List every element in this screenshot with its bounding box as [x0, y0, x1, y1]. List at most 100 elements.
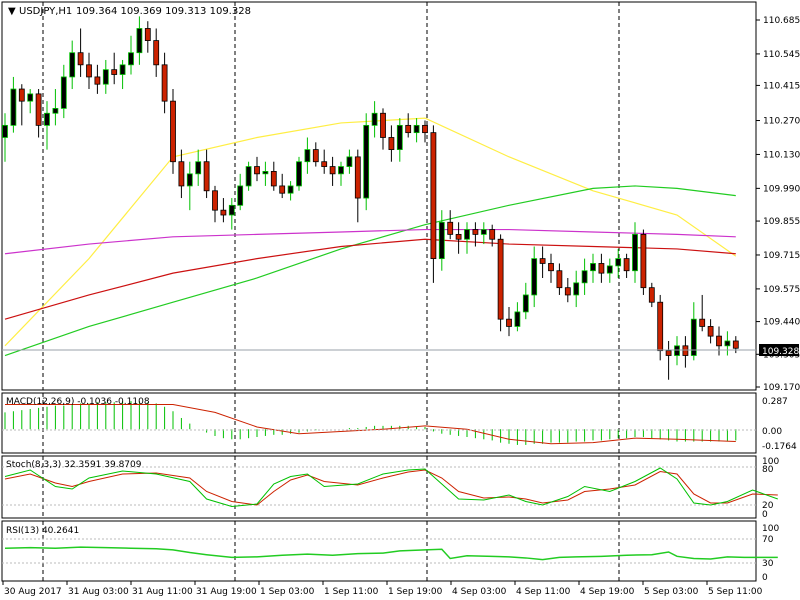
bull-candle [119, 64, 126, 75]
candlesticks [2, 16, 739, 380]
rsi-tick-0: 0 [762, 573, 768, 583]
bear-candle [648, 287, 655, 303]
bull-candle [27, 93, 34, 102]
bear-candle [111, 69, 118, 75]
price-tick-label: 109.990 [763, 184, 800, 194]
macd-tick-zero: 0.00 [762, 427, 782, 437]
rsi-panel-frame [1, 520, 757, 582]
bull-candle [69, 52, 76, 78]
session-separators [42, 2, 620, 581]
bull-candle [296, 161, 302, 187]
bull-candle [237, 185, 244, 206]
bear-candle [321, 161, 328, 167]
bear-candle [564, 287, 571, 296]
bear-candle [388, 137, 395, 151]
stoch-label: Stoch(8,3,3) 32.3591 39.8709 [6, 460, 142, 470]
bear-candle [699, 318, 706, 327]
price-tick-label: 110.270 [763, 117, 800, 127]
stoch-tick-100: 100 [762, 457, 779, 467]
rsi-tick-70: 70 [762, 535, 774, 545]
bear-candle [170, 100, 176, 163]
bear-candle [556, 270, 563, 289]
bull-candle [606, 265, 613, 274]
bull-candle [44, 112, 50, 126]
bear-candle [270, 171, 277, 187]
bear-candle [312, 149, 319, 163]
moving-average-line [4, 117, 737, 347]
time-tick-label: 5 Sep 03:00 [644, 587, 699, 597]
bear-candle [161, 64, 168, 102]
bull-candle [371, 112, 378, 126]
bull-candle [690, 318, 697, 356]
bear-candle [254, 166, 260, 175]
time-tick-label: 1 Sep 03:00 [260, 587, 315, 597]
time-tick-label: 5 Sep 11:00 [708, 587, 763, 597]
bull-candle [60, 76, 67, 109]
bull-candle [724, 340, 731, 347]
bull-candle [396, 124, 403, 151]
bull-candle [262, 171, 269, 175]
time-tick-label: 4 Sep 03:00 [452, 587, 507, 597]
bear-candle [203, 161, 210, 192]
bull-candle [480, 229, 487, 235]
moving-average-line [4, 238, 736, 320]
bear-candle [77, 52, 84, 66]
stoch-main-line [4, 467, 778, 508]
bear-candle [447, 221, 454, 235]
stoch-tick-80: 80 [762, 465, 774, 475]
menu-glyph[interactable]: ▼ [8, 6, 16, 17]
bull-candle [632, 233, 638, 272]
time-tick-label: 31 Aug 11:00 [132, 587, 193, 597]
stoch-tick-0: 0 [762, 510, 768, 520]
rsi-line [4, 546, 778, 561]
bear-candle [144, 28, 151, 41]
macd-histogram [4, 401, 737, 445]
bear-candle [657, 301, 664, 352]
price-tick-label: 109.855 [763, 217, 800, 227]
macd-panel-frame [1, 392, 757, 454]
price-axis: 110.685 110.545 110.415 110.270 110.130 109.9… [756, 16, 800, 393]
price-tick-label: 110.130 [763, 150, 800, 160]
bull-candle [522, 294, 529, 313]
time-tick-label: 4 Sep 11:00 [516, 587, 571, 597]
bear-candle [178, 161, 185, 187]
bull-candle [195, 161, 202, 175]
price-tick-label: 109.575 [763, 285, 800, 295]
time-tick-label: 31 Aug 03:00 [68, 587, 129, 597]
time-tick-label: 4 Sep 19:00 [580, 587, 635, 597]
bull-candle [581, 270, 588, 284]
price-tick-label: 110.545 [763, 50, 800, 60]
bull-candle [573, 282, 580, 296]
bear-candle [455, 233, 462, 240]
bull-candle [590, 263, 596, 272]
bull-candle [346, 156, 353, 167]
bear-candle [497, 238, 504, 320]
current-price-label: 109.328 [762, 347, 799, 357]
rsi-tick-30: 30 [762, 559, 774, 569]
time-tick-label: 1 Sep 19:00 [388, 587, 443, 597]
time-axis: 30 Aug 2017 31 Aug 03:00 31 Aug 11:00 31 Au… [2, 581, 763, 597]
bull-candle [438, 221, 445, 260]
moving-average-line [4, 228, 736, 255]
bear-candle [598, 263, 605, 274]
macd-tick-bottom: -0.1764 [762, 442, 797, 452]
stoch-tick-20: 20 [762, 501, 774, 511]
stoch-signal-line [4, 469, 778, 506]
bull-candle [413, 124, 420, 134]
bear-candle [94, 76, 101, 85]
time-tick-label: 31 Aug 19:00 [196, 587, 257, 597]
rsi-tick-100: 100 [762, 524, 779, 534]
bear-candle [354, 156, 361, 199]
bull-candle [10, 88, 17, 126]
bear-candle [640, 233, 647, 289]
bear-candle [220, 209, 227, 216]
bear-candle [682, 345, 689, 356]
macd-label: MACD(12,26,9) -0.1036 -0.1108 [6, 397, 150, 407]
bull-candle [102, 69, 109, 85]
bull-candle [363, 124, 370, 199]
price-tick-label: 109.170 [763, 383, 800, 393]
rsi-label: RSI(13) 40.2641 [6, 526, 79, 536]
bear-candle [716, 335, 722, 347]
bear-candle [506, 318, 512, 327]
